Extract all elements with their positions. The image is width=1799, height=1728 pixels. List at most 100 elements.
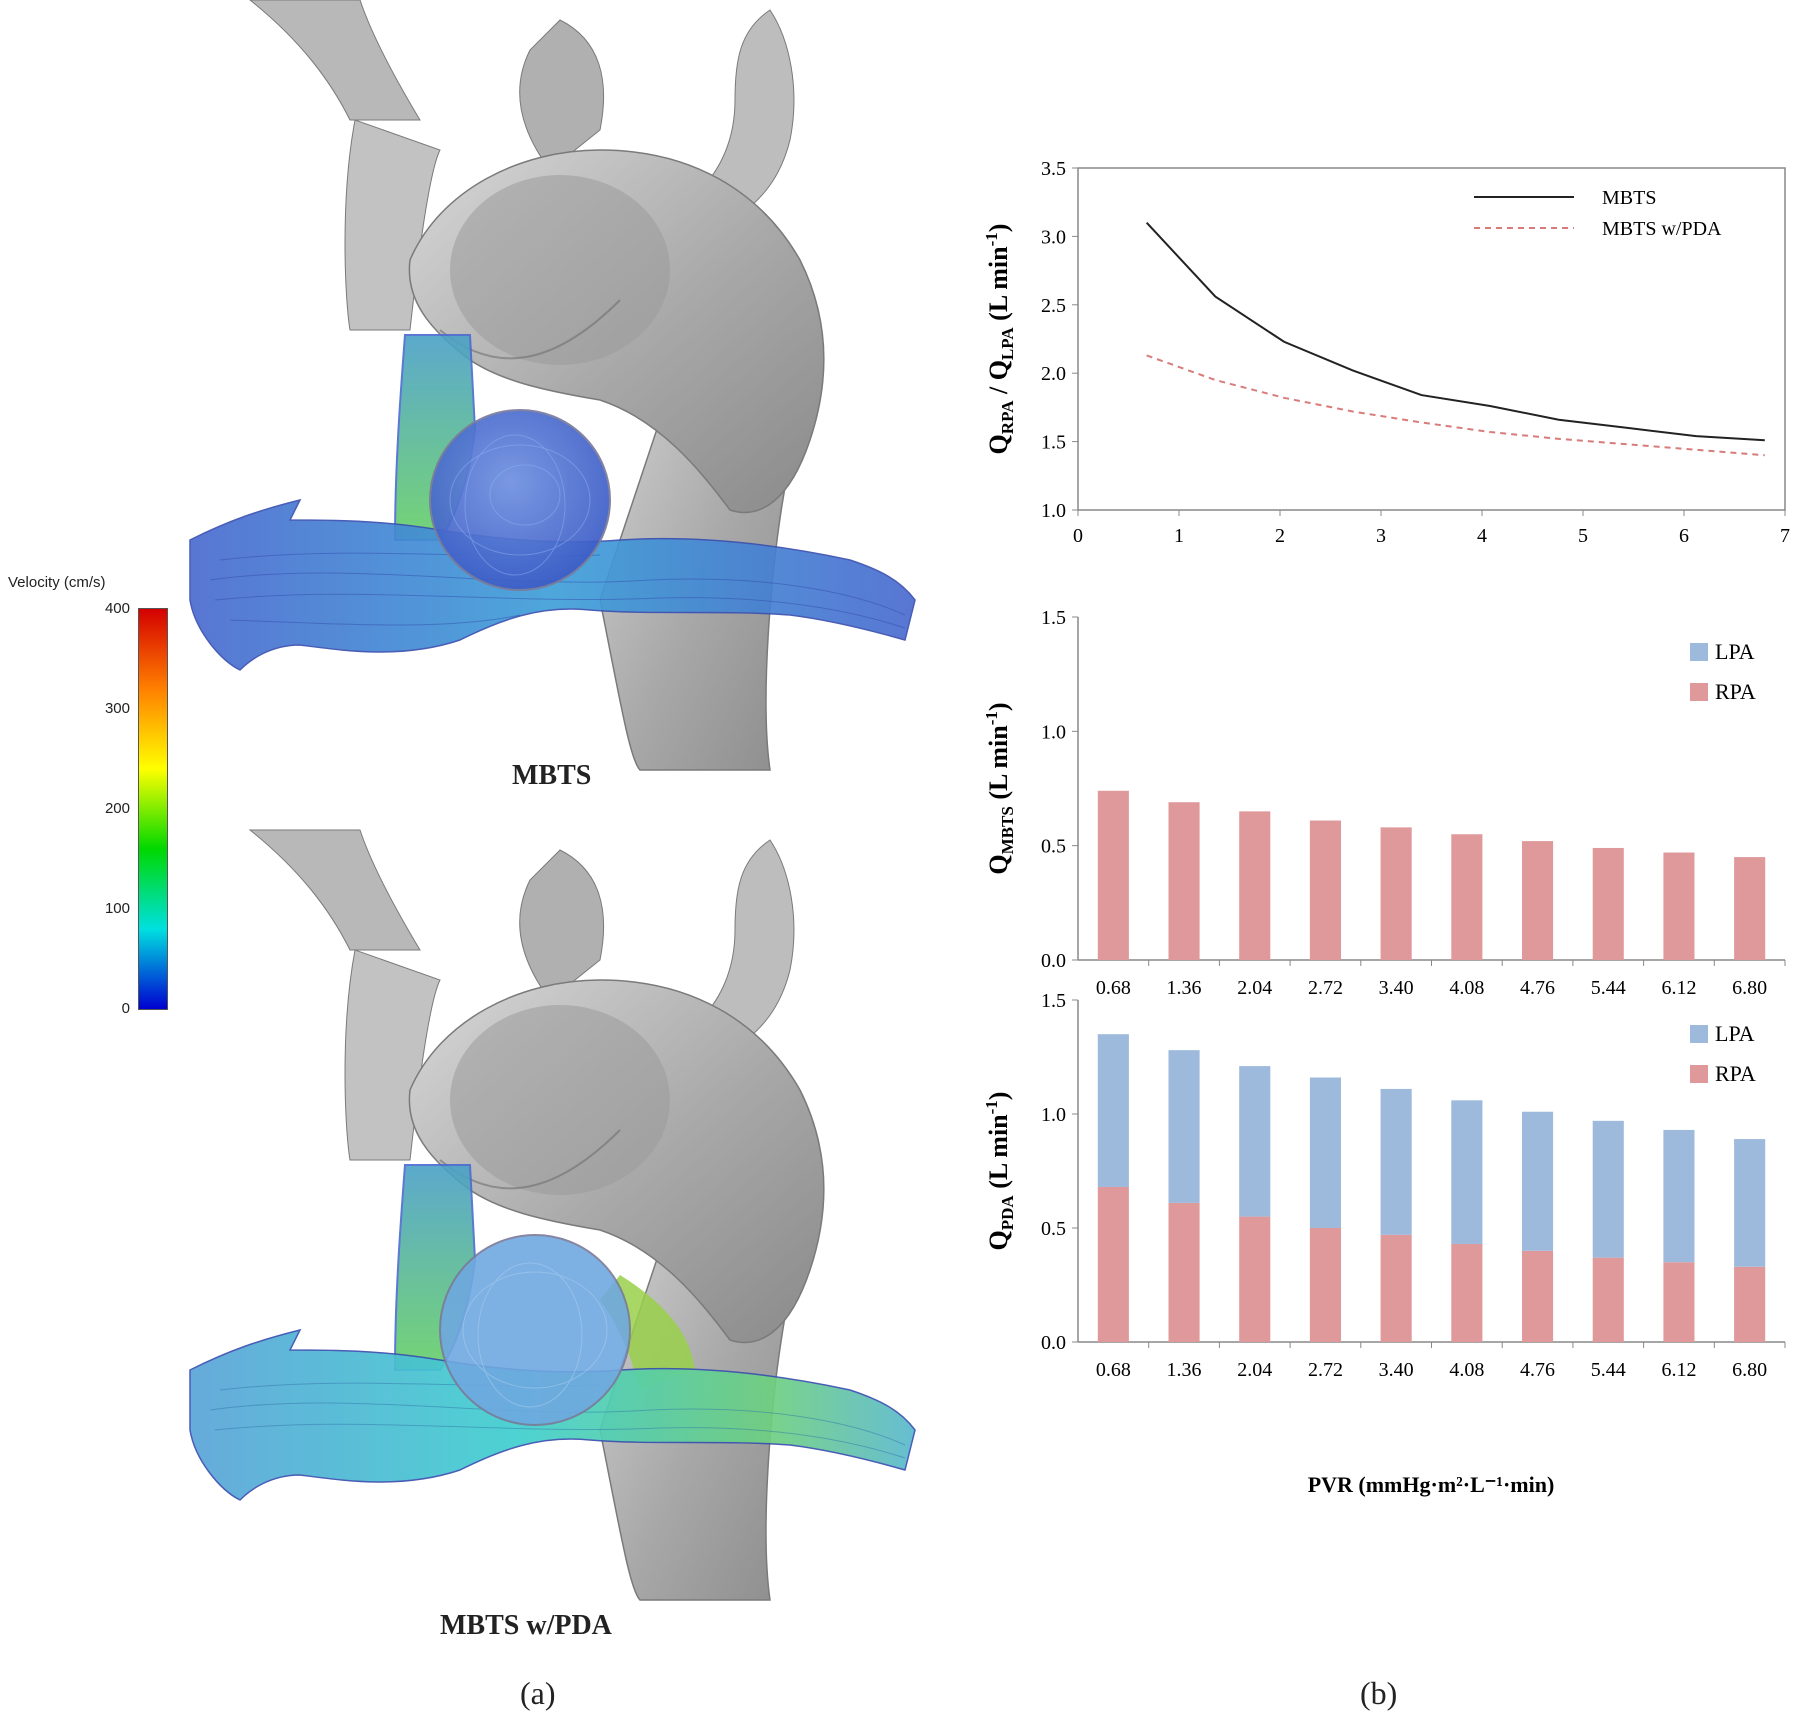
x-tick-label: 6.80 [1732,1359,1767,1381]
bar-rpa [1592,847,1624,960]
bar-rpa [1663,1262,1695,1342]
bar-rpa [1309,1228,1342,1342]
x-axis-title: PVR (mmHg·m²·L⁻¹·min) [1308,1472,1555,1497]
y-axis-title: QMBTS (L min-1) [982,702,1017,874]
y-axis-title-part: (L min [984,246,1013,327]
y-tick-label: 0.5 [1041,836,1066,858]
colorbar-tick: 300 [104,700,130,717]
bar-rpa [1451,834,1483,960]
colorbar-tick: 200 [104,800,130,817]
y-axis-title-part: Q [984,434,1013,454]
caption-mbts-pda: MBTS w/PDA [440,1610,612,1641]
x-tick-label: 1 [1174,525,1184,547]
y-tick-label: 1.0 [1041,1104,1066,1126]
legend-entry: LPA [1715,1021,1755,1046]
y-tick-label: 0.5 [1041,1218,1066,1240]
x-tick-label: 6 [1679,525,1689,547]
bar-rpa [1309,820,1342,960]
legend-entry: MBTS w/PDA [1602,218,1722,240]
x-tick-label: 7 [1780,525,1790,547]
x-tick-label: 6.12 [1661,977,1696,999]
y-tick-label: 1.5 [1041,990,1066,1012]
bar-rpa [1734,857,1766,960]
x-tick-label: 6.12 [1661,1359,1696,1381]
bar-rpa [1734,1266,1766,1342]
y-axis-title-part: Q [984,1230,1013,1250]
bar-rpa [1592,1257,1624,1342]
y-axis-title-ratio: QRPA / QLPA (L min-1) [982,224,1017,455]
y-axis-title-part: -1 [982,232,1001,246]
y-axis-title-part: -1 [982,711,1001,725]
y-axis-title-pda: QPDA (L min-1) [982,1092,1017,1251]
y-axis-title-part: LPA [998,327,1017,360]
legend-swatch [1690,683,1708,701]
bar-lpa [1309,1077,1342,1228]
legend-swatch [1690,1065,1708,1083]
bar-lpa [1734,1139,1766,1267]
x-tick-label: 2.04 [1237,977,1272,999]
bar-rpa [1451,1243,1483,1342]
y-tick-label: 0.0 [1041,1332,1066,1354]
bar-rpa [1239,811,1271,960]
colorbar-tick: 400 [104,600,130,617]
y-tick-label: 3.0 [1041,226,1066,248]
bar-lpa [1380,1088,1412,1235]
caption-mbts: MBTS [512,760,592,791]
legend-entry: RPA [1715,1061,1756,1086]
y-axis-title-part: ) [984,1092,1013,1101]
y-axis-title-part: ) [984,702,1013,711]
x-tick-label: 3.40 [1379,977,1414,999]
legend-entry: RPA [1715,679,1756,704]
panel-label-a: (a) [520,1675,556,1711]
bar-lpa [1521,1111,1554,1251]
colorbar-title: Velocity (cm/s) [8,574,106,591]
y-tick-label: 0.0 [1041,950,1066,972]
plot-frame [1077,167,1786,511]
y-tick-label: 3.5 [1041,158,1066,180]
velocity-colorbar [138,608,168,1010]
bar-rpa [1239,1216,1271,1342]
x-tick-label: 3.40 [1379,1359,1414,1381]
bar-lpa [1663,1129,1695,1263]
y-tick-label: 1.5 [1041,607,1066,629]
x-tick-label: 1.36 [1167,977,1202,999]
x-tick-label: 4.08 [1449,977,1484,999]
x-tick-label: 2.72 [1308,1359,1343,1381]
bar-rpa [1380,827,1412,960]
x-tick-label: 4 [1477,525,1487,547]
y-tick-label: 1.0 [1041,721,1066,743]
bar-rpa [1380,1234,1412,1342]
bar-rpa [1168,1202,1200,1342]
cfd-model-illustrations [189,0,916,1601]
x-tick-label: 0 [1073,525,1083,547]
bar-lpa [1097,1034,1129,1187]
x-tick-label: 5 [1578,525,1588,547]
y-axis-title: QRPA / QLPA (L min-1) [982,224,1017,455]
y-axis-title-part: ) [984,224,1013,233]
panel-label-b: (b) [1360,1675,1398,1711]
x-tick-label: 3 [1376,525,1386,547]
bar-rpa [1663,852,1695,960]
y-tick-label: 1.0 [1041,500,1066,522]
y-axis-title: QPDA (L min-1) [982,1092,1017,1251]
bar-rpa [1097,790,1129,960]
y-axis-title-part: (L min [984,1114,1013,1195]
y-axis-title-part: RPA [998,400,1017,434]
series-line-mbts [1145,222,1765,442]
bar-rpa [1521,1250,1554,1342]
bar-rpa [1097,1186,1129,1342]
legend-swatch [1690,1025,1708,1043]
x-tick-label: 2.04 [1237,1359,1272,1381]
y-tick-label: 2.5 [1041,295,1066,317]
y-axis-title-part: PDA [998,1195,1017,1231]
colorbar-tick: 0 [121,1000,130,1017]
bar-rpa [1521,841,1554,960]
x-tick-label: 5.44 [1591,1359,1626,1381]
x-tick-label: 4.76 [1520,977,1555,999]
y-axis-title-part: MBTS [998,806,1017,854]
x-tick-label: 2.72 [1308,977,1343,999]
bar-lpa [1168,1050,1200,1203]
x-tick-label: 4.08 [1449,1359,1484,1381]
bar-lpa [1592,1120,1624,1258]
y-tick-label: 2.0 [1041,363,1066,385]
